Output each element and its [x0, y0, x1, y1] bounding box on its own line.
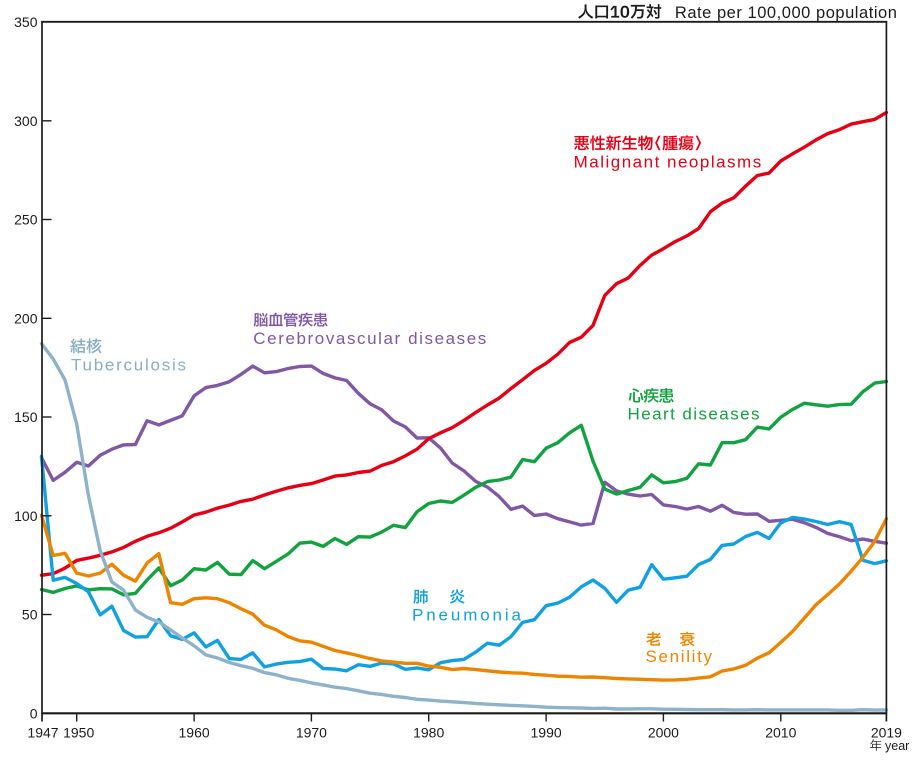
svg-text:150: 150	[14, 409, 38, 425]
svg-text:2019: 2019	[871, 725, 902, 741]
svg-text:1947: 1947	[27, 725, 58, 741]
svg-text:50: 50	[22, 607, 38, 623]
svg-text:2010: 2010	[765, 725, 796, 741]
svg-text:1970: 1970	[296, 725, 327, 741]
svg-text:Rate per 100,000 population: Rate per 100,000 population	[675, 4, 897, 22]
svg-text:1960: 1960	[179, 725, 210, 741]
svg-text:1990: 1990	[531, 725, 562, 741]
svg-text:200: 200	[14, 310, 38, 326]
svg-text:Heart diseases: Heart diseases	[628, 405, 760, 424]
svg-text:year: year	[885, 739, 909, 753]
svg-text:Pneumonia: Pneumonia	[412, 605, 522, 624]
svg-text:350: 350	[14, 14, 38, 30]
svg-text:Malignant neoplasms: Malignant neoplasms	[574, 152, 762, 171]
svg-text:250: 250	[14, 212, 38, 228]
svg-text:2000: 2000	[648, 725, 679, 741]
svg-text:Tuberculosis: Tuberculosis	[71, 355, 186, 374]
svg-text:100: 100	[14, 508, 38, 524]
svg-text:0: 0	[30, 705, 38, 721]
svg-text:1950: 1950	[63, 725, 94, 741]
svg-text:1980: 1980	[413, 725, 444, 741]
svg-text:Cerebrovascular diseases: Cerebrovascular diseases	[253, 329, 486, 348]
svg-text:300: 300	[14, 113, 38, 129]
